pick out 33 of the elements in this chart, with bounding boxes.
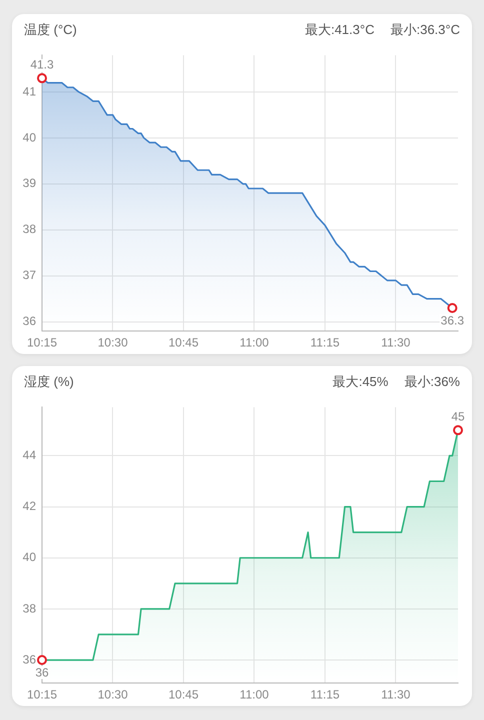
x-tick-label: 11:30	[381, 688, 411, 702]
y-tick-label: 38	[22, 222, 36, 236]
y-tick-label: 36	[22, 314, 36, 328]
y-tick-label: 39	[22, 176, 36, 190]
x-tick-label: 10:30	[98, 688, 128, 702]
y-tick-label: 37	[22, 268, 36, 282]
x-tick-label: 10:30	[98, 336, 128, 350]
x-tick-label: 10:45	[168, 688, 199, 702]
text: 最小:36%	[404, 373, 460, 391]
y-tick-label: 41	[22, 84, 36, 98]
y-tick-label: 40	[22, 130, 36, 144]
x-tick-label: 10:15	[26, 688, 58, 702]
chart-title: 温度 (°C)	[24, 21, 77, 39]
x-tick-label: 11:15	[310, 336, 340, 350]
x-tick-label: 11:00	[240, 688, 270, 702]
x-tick-label: 10:45	[168, 336, 199, 350]
x-tick-label: 11:00	[240, 336, 270, 350]
text: 最大:41.3°C	[304, 21, 374, 39]
y-tick-label: 42	[22, 499, 36, 514]
x-tick-label: 11:15	[310, 688, 340, 702]
y-tick-label: 36	[22, 652, 36, 666]
data-label: 45	[451, 409, 465, 424]
y-tick-label: 44	[22, 448, 36, 462]
chart-title: 湿度 (%)	[24, 373, 74, 391]
data-label: 36.3	[440, 313, 464, 328]
x-tick-label: 11:30	[381, 336, 411, 350]
data-label: 36	[35, 665, 49, 680]
y-tick-label: 38	[22, 601, 36, 616]
x-tick-label: 10:15	[26, 336, 58, 350]
y-tick-label: 40	[22, 550, 36, 564]
data-label: 41.3	[30, 57, 54, 72]
text: 最小:36.3°C	[390, 21, 460, 39]
text: 最大:45%	[332, 373, 388, 391]
